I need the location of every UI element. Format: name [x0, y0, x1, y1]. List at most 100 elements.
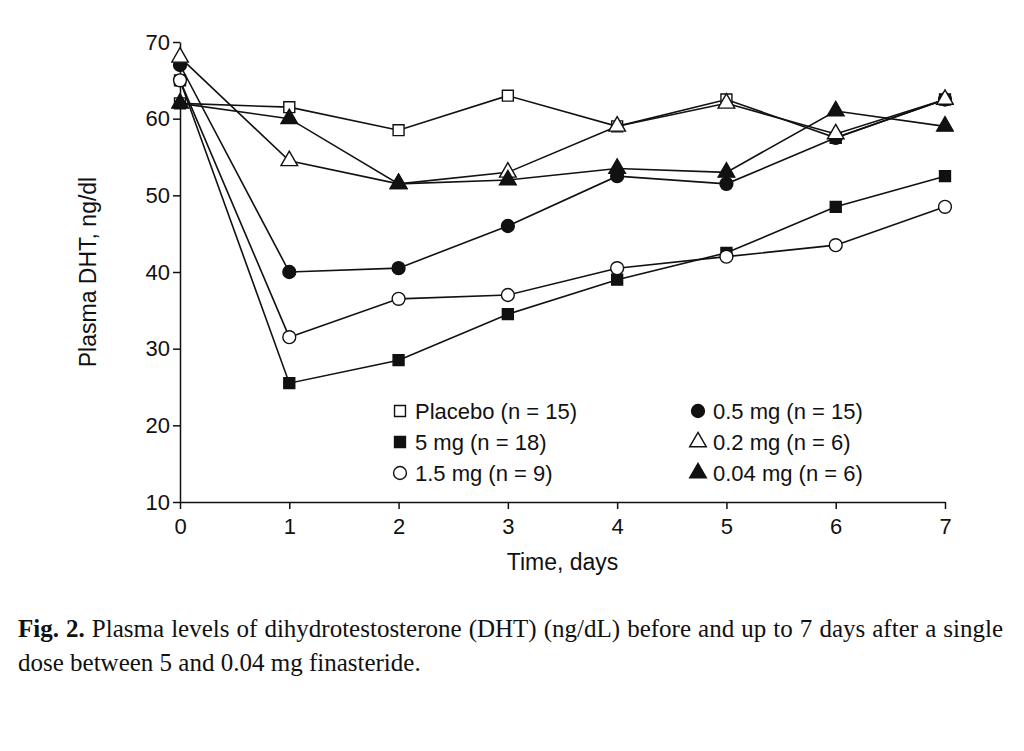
tick: 70 [146, 30, 180, 55]
tick-label: 4 [612, 514, 624, 539]
tick: 0 [174, 502, 186, 539]
data-point [937, 90, 954, 104]
data-point [937, 117, 954, 131]
legend-item: 1.5 mg (n = 9) [394, 461, 553, 486]
tick-mark [508, 502, 510, 509]
tick-label: 40 [146, 260, 170, 285]
tick-mark [173, 272, 180, 274]
data-point [609, 159, 626, 173]
data-point [172, 48, 189, 62]
tick: 30 [146, 336, 180, 361]
data-point [283, 266, 296, 279]
data-point [393, 355, 404, 366]
tick: 6 [830, 502, 842, 539]
x-axis: 0 1 2 3 4 5 6 7 [174, 502, 951, 539]
data-point [390, 174, 407, 188]
tick-label: 1 [284, 514, 296, 539]
tick-label: 70 [146, 30, 170, 55]
legend-item: 5 mg (n = 18) [395, 430, 547, 455]
tick: 1 [284, 502, 296, 539]
tick-label: 60 [146, 106, 170, 131]
series-line [180, 80, 945, 337]
legend-symbol [692, 405, 705, 418]
figure-label: Fig. 2. [18, 615, 85, 642]
tick: 60 [146, 106, 180, 131]
data-point [611, 262, 624, 275]
data-point [174, 74, 187, 87]
legend-label: 5 mg (n = 18) [415, 430, 546, 455]
tick-mark [173, 118, 180, 120]
tick-label: 2 [393, 514, 405, 539]
data-point [718, 94, 735, 108]
tick: 3 [502, 502, 514, 539]
data-point [392, 262, 405, 275]
data-point [392, 292, 405, 305]
data-point [281, 151, 298, 165]
data-point [500, 170, 517, 184]
tick-label: 50 [146, 183, 170, 208]
tick-label: 6 [830, 514, 842, 539]
data-point [281, 109, 298, 123]
tick-label: 5 [721, 514, 733, 539]
data-point [827, 101, 844, 115]
data-point [283, 331, 296, 344]
tick-mark [173, 42, 180, 44]
tick-mark [289, 502, 291, 509]
legend-item: 0.5 mg (n = 15) [692, 399, 863, 424]
tick: 5 [721, 502, 733, 539]
tick-mark [173, 425, 180, 427]
data-point [501, 289, 514, 302]
tick: 4 [612, 502, 624, 539]
tick: 20 [146, 413, 180, 438]
tick-mark [398, 502, 400, 509]
tick-mark [617, 502, 619, 509]
data-point [172, 94, 189, 108]
legend-label: 1.5 mg (n = 9) [415, 461, 553, 486]
tick-label: 20 [146, 413, 170, 438]
series-line [180, 57, 945, 183]
legend-symbol [690, 432, 707, 446]
tick: 2 [393, 502, 405, 539]
legend-label: 0.5 mg (n = 15) [713, 399, 863, 424]
tick: 40 [146, 260, 180, 285]
tick-mark [726, 502, 728, 509]
tick-label: 7 [939, 514, 951, 539]
legend-label: 0.2 mg (n = 6) [713, 430, 851, 455]
tick-label: 30 [146, 336, 170, 361]
tick: 7 [939, 502, 951, 539]
legend-item: 0.04 mg (n = 6) [690, 461, 863, 486]
legend-item: 0.2 mg (n = 6) [690, 430, 851, 455]
legend-label: 0.04 mg (n = 6) [713, 461, 863, 486]
data-point [502, 309, 513, 320]
data-point [939, 200, 952, 213]
legend-symbol [395, 437, 406, 448]
x-axis-title: Time, days [507, 549, 619, 575]
tick-mark [835, 502, 837, 509]
tick-label: 3 [502, 514, 514, 539]
tick-mark [173, 502, 180, 504]
tick-mark [173, 348, 180, 350]
data-point [718, 163, 735, 177]
series-line [180, 80, 945, 383]
data-point [609, 117, 626, 131]
legend-label: Placebo (n = 15) [415, 399, 577, 424]
legend-symbol [394, 467, 407, 480]
axis-line [181, 502, 946, 504]
data-point [827, 124, 844, 138]
data-point [393, 125, 404, 136]
plot: 0 1 2 3 4 5 6 7 10 20 30 40 50 60 70 [146, 30, 954, 539]
caption: Fig. 2. Plasma levels of dihydrotestoste… [18, 612, 1003, 680]
y-axis-title: Plasma DHT, ng/dl [75, 177, 101, 367]
tick-mark [173, 195, 180, 197]
tick-mark [945, 502, 947, 509]
data-point [502, 90, 513, 101]
legend: Placebo (n = 15) 0.5 mg (n = 15) 5 mg (n =… [394, 399, 863, 486]
data-point [501, 220, 514, 233]
data-point [612, 274, 623, 285]
data-point [284, 378, 295, 389]
tick-label: 10 [146, 490, 170, 515]
data-point [940, 171, 951, 182]
data-point [830, 201, 841, 212]
legend-symbol [690, 463, 707, 477]
data-point [390, 174, 407, 188]
